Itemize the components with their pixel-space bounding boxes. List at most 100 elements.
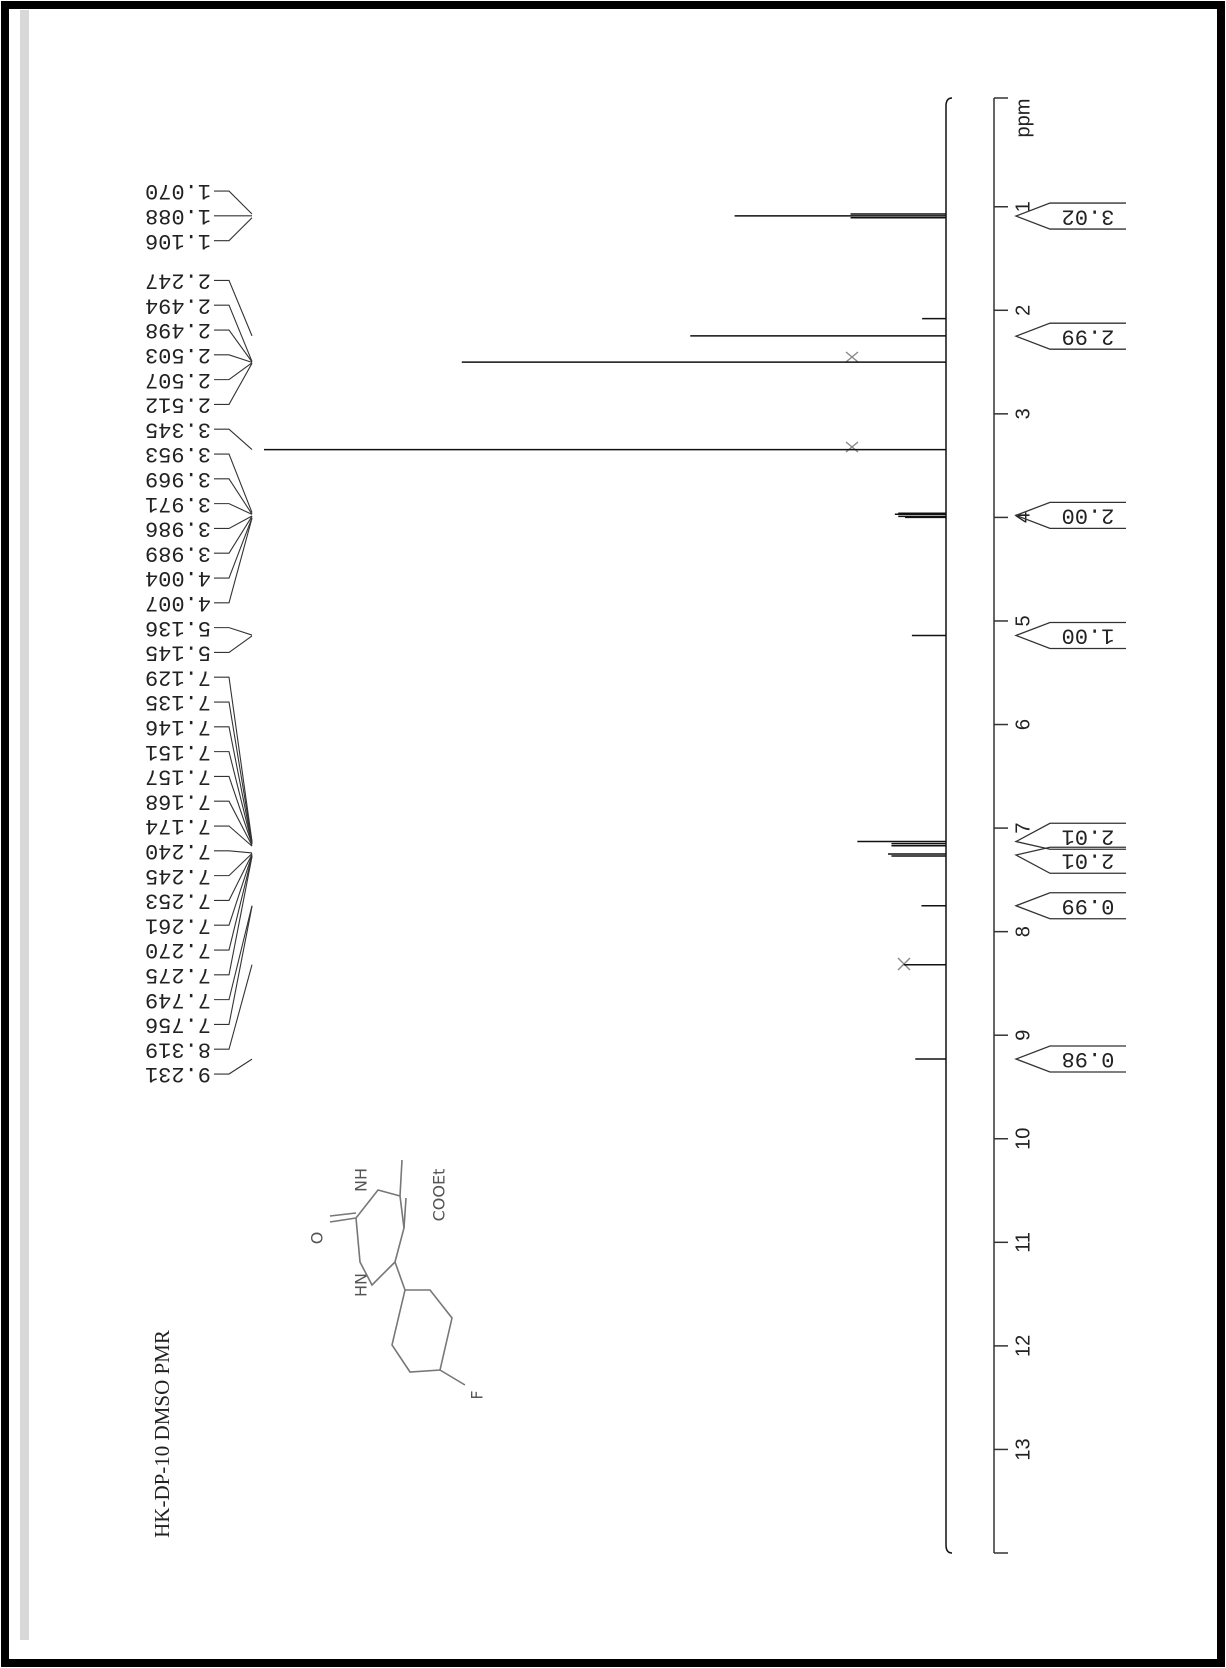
structure-label: O bbox=[308, 1232, 327, 1245]
peak-label: 5.145 bbox=[145, 640, 211, 665]
peak-label: 2.503 bbox=[145, 342, 211, 367]
peak-label: 8.319 bbox=[145, 1036, 211, 1061]
integral-label: 2.00 bbox=[1062, 503, 1115, 528]
peak-label: 3.969 bbox=[145, 466, 211, 491]
bond bbox=[329, 1217, 357, 1223]
x-tick-label: 2 bbox=[1012, 305, 1034, 316]
x-tick-label: 4 bbox=[1012, 512, 1034, 523]
structure-label: COOEt bbox=[430, 1169, 449, 1222]
peak-label-connector bbox=[214, 800, 253, 846]
peak-label: 7.146 bbox=[145, 714, 211, 739]
peak-label-connector bbox=[214, 517, 253, 604]
x-tick-label: 6 bbox=[1012, 719, 1034, 730]
x-tick-label: 8 bbox=[1012, 926, 1034, 937]
structure-label: HN bbox=[352, 1273, 371, 1297]
peak-label: 9.231 bbox=[145, 1061, 211, 1086]
peak-label-connector bbox=[214, 329, 253, 363]
peak-label: 3.345 bbox=[145, 416, 211, 441]
peak-label-connector bbox=[214, 517, 253, 579]
integral-label: 2.01 bbox=[1062, 847, 1115, 872]
peak-label-connector bbox=[214, 855, 253, 951]
peak-label-connector bbox=[214, 503, 253, 515]
peak-label-connector bbox=[214, 515, 253, 529]
integral-label: 2.99 bbox=[1062, 323, 1115, 348]
integral-label: 1.00 bbox=[1062, 623, 1115, 648]
peak-label-connector bbox=[214, 635, 253, 653]
peak-label: 7.157 bbox=[145, 764, 211, 789]
peak-label: 1.070 bbox=[145, 178, 211, 203]
x-axis-label: ppm bbox=[1012, 99, 1034, 138]
peak-label: 4.004 bbox=[145, 565, 211, 590]
peak-label: 7.135 bbox=[145, 689, 211, 714]
peak-label: 3.971 bbox=[145, 491, 211, 516]
peak-label: 7.261 bbox=[145, 912, 211, 937]
solvent-markers bbox=[845, 351, 911, 971]
marker bbox=[845, 441, 859, 453]
peak-label-connector bbox=[214, 354, 253, 363]
peak-label-connector bbox=[214, 856, 253, 976]
x-tick-label: 7 bbox=[1012, 823, 1034, 834]
marker bbox=[845, 351, 859, 363]
integral-bracket bbox=[1014, 1045, 1126, 1073]
bond bbox=[403, 1197, 407, 1229]
peak-label-connector bbox=[214, 751, 253, 844]
integral-bracket bbox=[1014, 621, 1126, 650]
x-tick-label: 9 bbox=[1012, 1030, 1034, 1041]
peak-label: 3.986 bbox=[145, 516, 211, 541]
x-tick-label: 12 bbox=[1012, 1335, 1034, 1357]
peak-label: 7.168 bbox=[145, 788, 211, 813]
benzene bbox=[391, 1261, 453, 1373]
peak-label-connector bbox=[214, 428, 253, 450]
structure-label: NH bbox=[352, 1168, 371, 1192]
peak-label-connector bbox=[214, 850, 253, 854]
peak-label: 7.174 bbox=[145, 813, 211, 838]
scan-strip bbox=[20, 10, 29, 1640]
x-tick-label: 1 bbox=[1012, 201, 1034, 212]
peak-label-connector bbox=[214, 701, 253, 843]
x-tick-label: 13 bbox=[1012, 1438, 1034, 1460]
peak-label-connector bbox=[214, 362, 253, 381]
ring bbox=[355, 1189, 405, 1287]
peak-label: 7.275 bbox=[145, 962, 211, 987]
peak-label-connector bbox=[214, 627, 253, 636]
peak-label-connector bbox=[214, 906, 253, 1025]
marker bbox=[897, 957, 911, 971]
chart-title: HK-DP-10 DMSO PMR bbox=[150, 1330, 174, 1538]
peak-label-connector bbox=[214, 905, 253, 1001]
peak-label-connector bbox=[214, 279, 253, 337]
peak-label-connector bbox=[214, 363, 253, 405]
peak-label: 3.989 bbox=[145, 540, 211, 565]
peak-label-connector bbox=[214, 304, 253, 362]
peak-label: 2.498 bbox=[145, 317, 211, 342]
peak-label-connector bbox=[214, 853, 253, 877]
bond bbox=[399, 1159, 403, 1197]
integral-label: 3.02 bbox=[1062, 203, 1115, 228]
peak-label: 1.106 bbox=[145, 228, 211, 253]
peak-label-connector bbox=[214, 854, 253, 901]
x-tick-label: 3 bbox=[1012, 408, 1034, 419]
peak-label: 7.270 bbox=[145, 937, 211, 962]
structure-label: F bbox=[468, 1390, 487, 1399]
integral-bracket bbox=[1014, 501, 1126, 529]
peak-label: 7.129 bbox=[145, 664, 211, 689]
integral-label: 0.98 bbox=[1062, 1046, 1115, 1071]
peak-label: 2.507 bbox=[145, 367, 211, 392]
bond bbox=[329, 1212, 357, 1217]
peak-label: 1.088 bbox=[145, 203, 211, 228]
peak-label-connector bbox=[214, 190, 253, 215]
peak-label: 2.494 bbox=[145, 292, 211, 317]
peak-label: 7.749 bbox=[145, 987, 211, 1012]
integral-label: 2.01 bbox=[1062, 823, 1115, 848]
peak-label-connector bbox=[214, 825, 253, 847]
structure-drawing bbox=[329, 1159, 466, 1386]
peak-label-connector bbox=[214, 453, 253, 513]
peak-label-connector bbox=[214, 676, 253, 842]
integral-label: 0.99 bbox=[1062, 893, 1115, 918]
peak-label-connector bbox=[214, 478, 253, 515]
integral-bracket bbox=[1014, 846, 1126, 874]
peak-label: 2.512 bbox=[145, 392, 211, 417]
peak-label: 4.007 bbox=[145, 590, 211, 615]
peak-label-connector bbox=[214, 1058, 253, 1075]
